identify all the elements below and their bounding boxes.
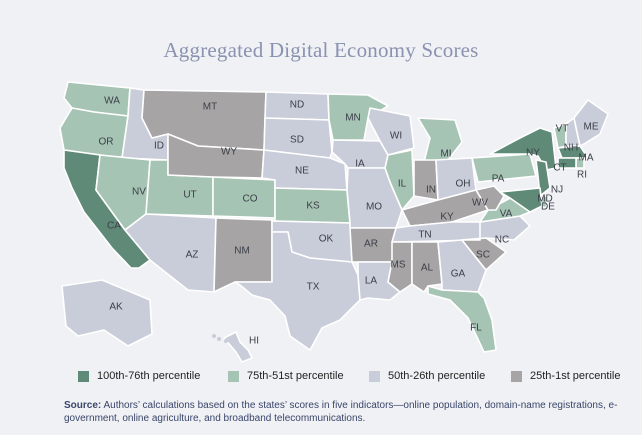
legend-swatch-tier1: [78, 370, 89, 382]
state-label-ri: RI: [577, 170, 587, 181]
state-label-de: DE: [541, 202, 555, 213]
state-label-nd: ND: [290, 100, 304, 111]
state-label-ks: KS: [306, 201, 320, 212]
legend-label-tier1: 100th-76th percentile: [97, 370, 201, 382]
state-label-sc: SC: [476, 250, 490, 261]
hi-island-2: [224, 339, 228, 343]
state-label-md: MD: [537, 194, 553, 205]
state-label-tx: TX: [307, 282, 320, 293]
state-label-nm: NM: [234, 246, 250, 257]
state-nj: [535, 159, 551, 197]
state-label-fl: FL: [470, 323, 482, 334]
state-md: [499, 187, 543, 213]
legend-item-tier2: 75th-51st percentile: [228, 369, 344, 383]
state-labels: WA OR CA ID NV UT AZ MT WY CO NM ND SD NE KS OK TX MN IA MO…: [99, 96, 599, 347]
state-label-me: ME: [584, 122, 599, 133]
state-label-il: IL: [398, 179, 407, 190]
state-ct: [557, 157, 577, 169]
state-label-az: AZ: [186, 250, 199, 261]
state-label-ok: OK: [319, 234, 334, 245]
hi-island-1: [217, 337, 221, 341]
state-label-ne: NE: [295, 166, 309, 177]
state-label-ga: GA: [451, 269, 466, 280]
state-mn: [327, 93, 389, 141]
state-label-nv: NV: [132, 187, 146, 198]
state-label-mn: MN: [345, 113, 361, 124]
state-label-tn: TN: [418, 230, 431, 241]
source-note: Source: Authors’ calculations based on t…: [64, 399, 634, 425]
legend-label-tier4: 25th-1st percentile: [530, 370, 621, 382]
state-label-mt: MT: [203, 102, 217, 113]
state-label-mo: MO: [366, 202, 382, 213]
state-label-wy: WY: [221, 147, 237, 158]
state-label-al: AL: [421, 263, 434, 274]
legend-swatch-tier2: [228, 370, 239, 382]
state-label-in: IN: [426, 185, 436, 196]
state-wv: [475, 185, 505, 211]
state-label-or: OR: [99, 137, 114, 148]
state-ny: [489, 127, 557, 171]
hi-island-0: [212, 334, 216, 338]
state-label-hi: HI: [249, 336, 259, 347]
state-ma: [557, 145, 589, 159]
legend: 100th-76th percentile 75th-51st percenti…: [78, 369, 638, 383]
legend-swatch-tier4: [511, 370, 522, 382]
state-label-vt: VT: [556, 124, 569, 135]
state-label-sd: SD: [290, 135, 304, 146]
state-label-wa: WA: [104, 96, 120, 107]
state-tx: [234, 231, 361, 351]
state-label-nc: NC: [495, 235, 509, 246]
state-nc: [461, 215, 531, 241]
legend-item-tier4: 25th-1st percentile: [511, 369, 621, 383]
state-label-nh: NH: [564, 143, 578, 154]
state-label-ia: IA: [355, 159, 365, 170]
state-label-ky: KY: [440, 212, 454, 223]
legend-label-tier2: 75th-51st percentile: [247, 370, 344, 382]
state-label-ny: NY: [526, 148, 540, 159]
state-label-mi: MI: [440, 149, 451, 160]
state-label-wi: WI: [390, 131, 402, 142]
state-shapes: [59, 81, 609, 363]
state-pa: [471, 153, 537, 183]
state-label-id: ID: [154, 141, 164, 152]
state-label-pa: PA: [492, 174, 505, 185]
map-title: Aggregated Digital Economy Scores: [163, 38, 479, 62]
state-label-ma: MA: [579, 153, 594, 164]
state-label-oh: OH: [456, 179, 471, 190]
legend-item-tier3: 50th-26th percentile: [369, 369, 485, 383]
state-label-nj: NJ: [551, 185, 563, 196]
state-label-ut: UT: [183, 190, 196, 201]
legend-item-tier1: 100th-76th percentile: [78, 369, 200, 383]
state-fl: [427, 285, 497, 353]
us-choropleth-map: WA OR CA ID NV UT AZ MT WY CO NM ND SD NE KS OK TX MN IA MO…: [59, 81, 609, 363]
state-label-ar: AR: [364, 239, 378, 250]
state-label-va: VA: [500, 209, 513, 220]
state-ak: [61, 279, 153, 347]
state-sd: [263, 117, 333, 159]
state-label-ak: AK: [109, 302, 123, 313]
source-text: Authors’ calculations based on the state…: [64, 400, 618, 424]
legend-swatch-tier3: [369, 370, 380, 382]
source-prefix: Source:: [64, 400, 102, 411]
state-label-co: CO: [243, 194, 258, 205]
state-hi: [223, 331, 253, 363]
state-label-ms: MS: [391, 260, 406, 271]
state-label-wv: WV: [472, 198, 488, 209]
state-label-ct: CT: [553, 163, 566, 174]
state-label-la: LA: [365, 276, 378, 287]
legend-label-tier3: 50th-26th percentile: [388, 370, 486, 382]
state-label-ca: CA: [107, 221, 121, 232]
